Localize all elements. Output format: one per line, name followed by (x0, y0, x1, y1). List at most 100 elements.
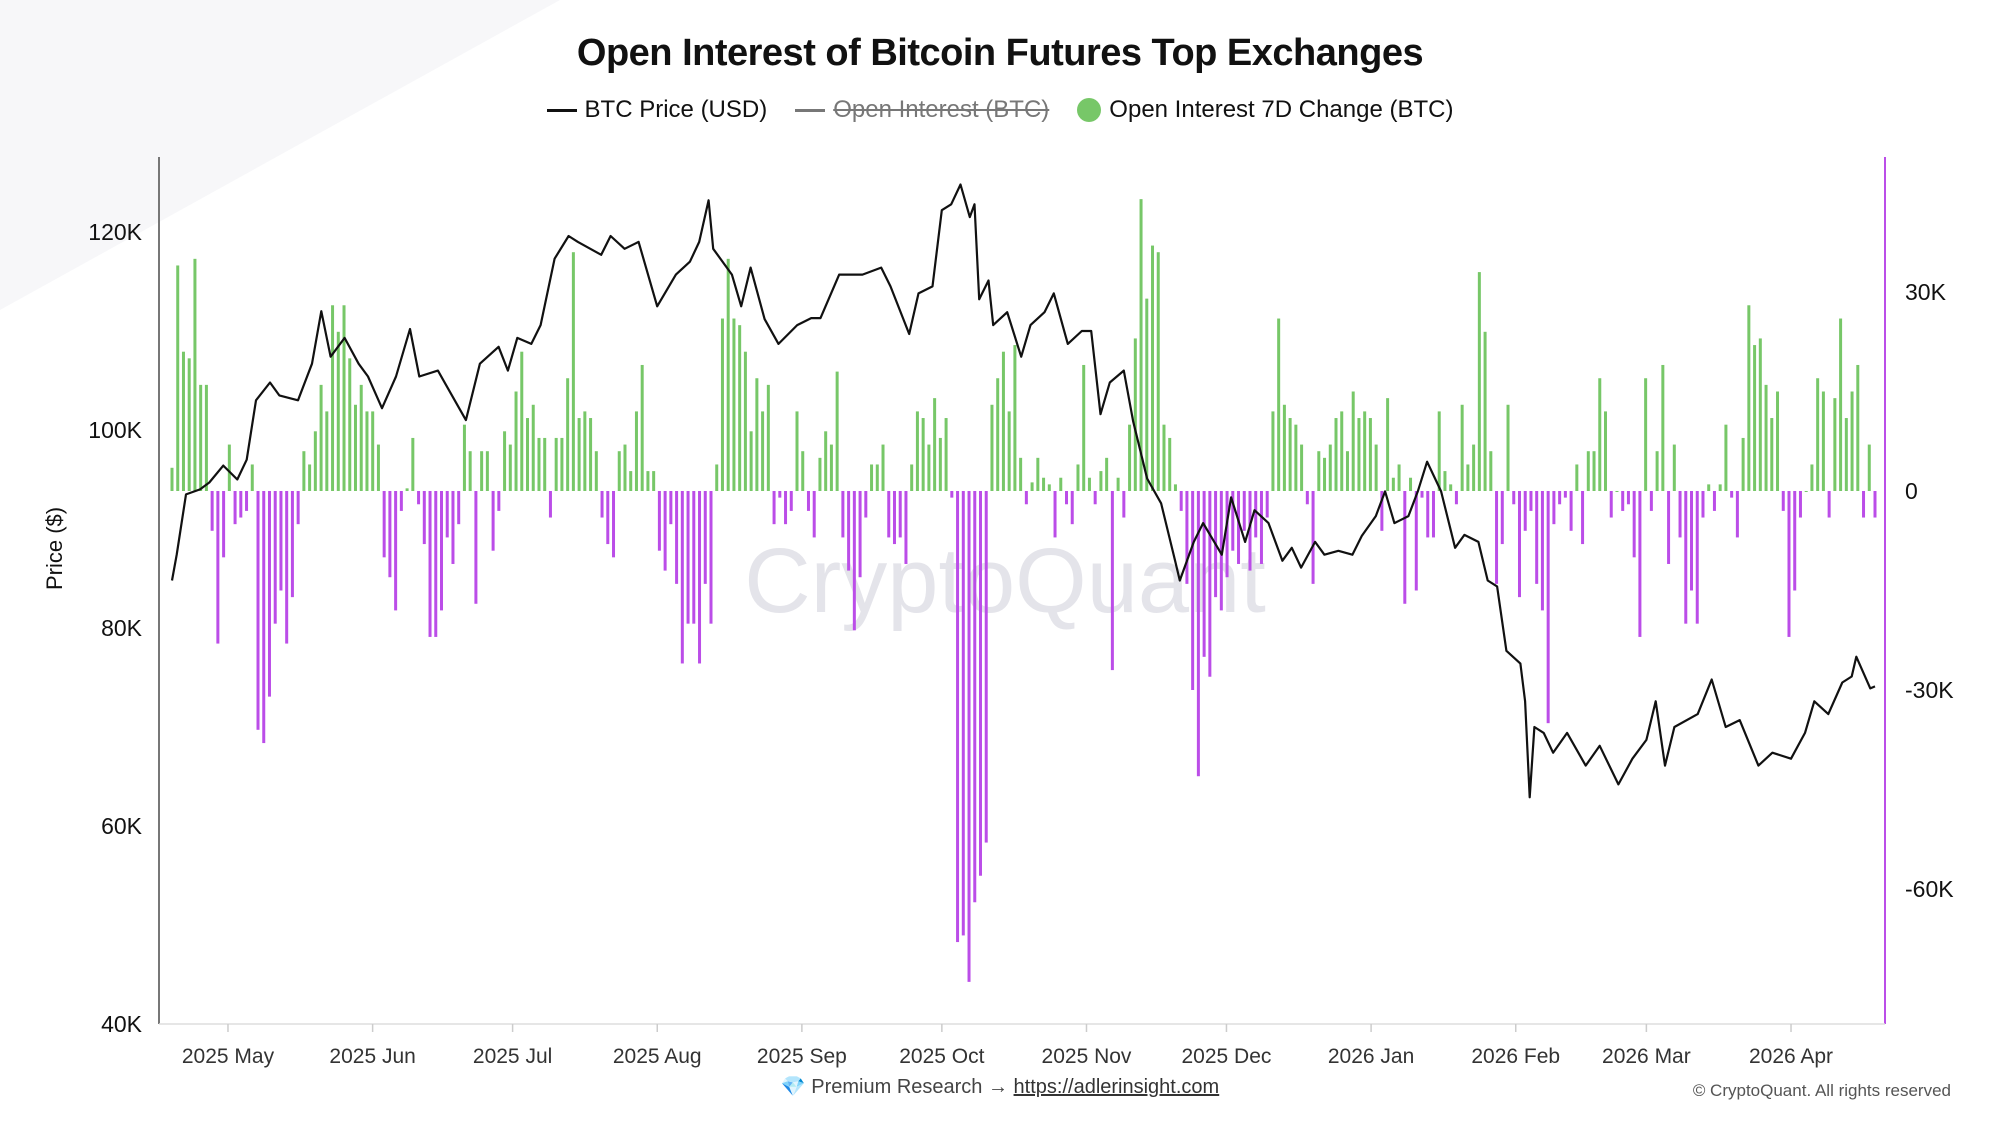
oi-change-bar (1414, 491, 1418, 591)
oi-change-bar (1827, 491, 1831, 518)
legend-item-open-interest[interactable]: Open Interest (BTC) (795, 96, 1049, 124)
oi-change-bar (1804, 491, 1808, 492)
oi-change-bar (491, 491, 495, 551)
oi-change-bar (1558, 491, 1562, 505)
legend-item-btc-price[interactable]: BTC Price (USD) (546, 96, 767, 124)
oi-change-bar (1036, 457, 1040, 491)
oi-change-bar (847, 491, 851, 571)
oi-change-bar (1053, 491, 1057, 538)
oi-change-bar (480, 451, 484, 491)
oi-change-bar (1764, 384, 1768, 491)
oi-change-bar (1454, 491, 1458, 505)
oi-change-bar (1477, 272, 1481, 491)
legend-label: Open Interest (BTC) (833, 96, 1050, 123)
oi-change-bar (1179, 491, 1183, 511)
oi-change-bar (526, 418, 530, 491)
oi-change-bar (554, 437, 558, 491)
oi-change-bar (1191, 491, 1195, 690)
oi-change-bar (1695, 491, 1699, 624)
oi-change-bar (342, 305, 346, 491)
oi-change-bar (864, 491, 868, 518)
oi-change-bar (749, 431, 753, 491)
oi-change-bar (1563, 491, 1567, 498)
oi-change-bar (204, 384, 208, 491)
x-tick-label: 2026 Apr (1749, 1045, 1833, 1068)
oi-change-bar (1431, 491, 1435, 538)
oi-change-bar (583, 411, 587, 491)
oi-change-bar (302, 451, 306, 491)
oi-change-bar (927, 444, 931, 491)
oi-change-bar (738, 325, 742, 491)
oi-change-bar (1712, 491, 1716, 511)
oi-change-bar (1208, 491, 1212, 677)
oi-change-bar (422, 491, 426, 545)
oi-change-bar (835, 371, 839, 491)
oi-change-bar (1718, 484, 1722, 491)
oi-change-bar (938, 437, 942, 491)
oi-change-bar (703, 491, 707, 584)
oi-change-bar (210, 491, 214, 531)
legend-item-oi-7d-change[interactable]: Open Interest 7D Change (BTC) (1077, 96, 1453, 124)
oi-change-bar (1374, 444, 1378, 491)
oi-change-bar (199, 384, 203, 491)
oi-change-bar (577, 418, 581, 491)
oi-change-bar (1770, 418, 1774, 491)
oi-change-bar (594, 451, 598, 491)
oi-change-bar (181, 351, 185, 491)
oi-change-bar (1437, 411, 1441, 491)
oi-change-bar (394, 491, 398, 611)
oi-change-bar (910, 464, 914, 491)
oi-change-bar (1644, 378, 1648, 491)
oi-change-bar (451, 491, 455, 564)
premium-research-link[interactable]: https://adlerinsight.com (1013, 1076, 1220, 1098)
oi-change-bar (399, 491, 403, 511)
oi-change-bar (468, 451, 472, 491)
oi-change-bar (1271, 411, 1275, 491)
oi-change-bar (1753, 345, 1757, 491)
oi-change-bar (755, 378, 759, 491)
oi-change-bar (875, 464, 879, 491)
oi-change-bar (1363, 411, 1367, 491)
oi-change-bar (1741, 437, 1745, 491)
oi-change-bar (1730, 491, 1734, 498)
oi-change-bar (1122, 491, 1126, 518)
oi-change-bar (1300, 444, 1304, 491)
oi-change-bar (675, 491, 679, 584)
oi-change-bar (652, 471, 656, 491)
oi-change-bars (170, 199, 1877, 982)
btc-price-line (170, 183, 1876, 799)
oi-change-bar (279, 491, 283, 591)
oi-change-bar (1139, 199, 1143, 491)
oi-change-bar (1248, 491, 1252, 571)
oi-change-bar (881, 444, 885, 491)
oi-change-bar (1489, 451, 1493, 491)
oi-change-bar (1420, 491, 1424, 498)
oi-change-bar (732, 318, 736, 491)
copyright: © CryptoQuant. All rights reserved (1692, 1081, 1951, 1100)
oi-change-bar (1839, 318, 1843, 491)
oi-change-bar (898, 491, 902, 538)
oi-change-bar (1328, 444, 1332, 491)
oi-change-bar (612, 491, 616, 558)
y-right-tick-label: -60K (1905, 876, 1954, 902)
oi-change-bar (1747, 305, 1751, 491)
oi-change-bar (227, 444, 231, 491)
oi-change-bar (1225, 491, 1229, 578)
oi-change-bar (548, 491, 552, 518)
oi-change-bar (1862, 491, 1866, 518)
oi-change-bar (313, 431, 317, 491)
oi-change-bar (1586, 451, 1590, 491)
oi-change-bar (1735, 491, 1739, 538)
oi-change-bar (1013, 345, 1017, 491)
oi-change-bar (589, 418, 593, 491)
y-left-tick-label: 100K (88, 417, 142, 443)
oi-change-bar (1615, 491, 1619, 492)
y-right-tick-label: 0 (1905, 478, 1918, 504)
oi-change-bar (365, 411, 369, 491)
oi-change-bar (520, 351, 524, 491)
oi-change-bar (428, 491, 432, 637)
oi-change-bar (1844, 418, 1848, 491)
oi-change-bar (1833, 398, 1837, 491)
